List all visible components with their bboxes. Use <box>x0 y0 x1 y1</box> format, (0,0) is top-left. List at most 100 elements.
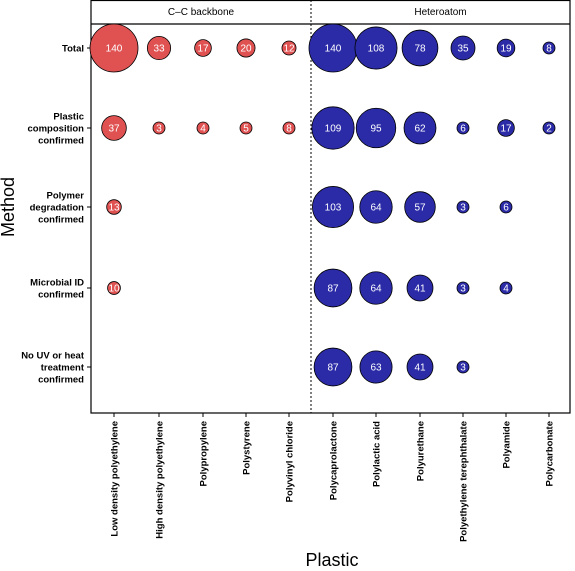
bubble: 140 <box>308 23 358 73</box>
y-axis-title: Method <box>0 177 18 237</box>
bubble-value: 64 <box>370 203 382 214</box>
bubble-circle <box>496 38 516 58</box>
bubble: 10 <box>107 281 121 295</box>
row-label-4: No UV or heat treatment confirmed <box>21 351 85 386</box>
bubble-circle <box>312 186 354 228</box>
bubble-value: 6 <box>460 124 466 135</box>
bubble-value: 109 <box>325 124 342 135</box>
bubble: 41 <box>406 274 434 302</box>
bubble: 109 <box>311 106 355 150</box>
bubble-value: 20 <box>240 44 252 55</box>
bubble-value: 103 <box>325 203 342 214</box>
bubble-value: 63 <box>370 363 382 374</box>
bubble-circle <box>450 35 476 61</box>
bubble-circle <box>359 271 393 305</box>
row-label-3: Microbial ID confirmed <box>30 278 84 301</box>
bubble-value: 3 <box>460 363 466 374</box>
bubble: 57 <box>404 191 436 223</box>
bubble: 3 <box>456 281 470 295</box>
bubble-circle <box>403 111 437 145</box>
bubble-circle <box>355 107 397 149</box>
bubble-value: 3 <box>460 284 466 295</box>
bubble-circle <box>313 347 353 387</box>
bubble-value: 41 <box>414 284 426 295</box>
bubble-value: 8 <box>286 124 292 135</box>
bubble-value: 5 <box>243 124 249 135</box>
bubble: 8 <box>282 121 296 135</box>
column-label-7: Polyurethane <box>416 421 427 481</box>
bubble-circle <box>281 40 297 56</box>
bubble-circle <box>456 121 470 135</box>
bubble-circle <box>456 200 470 214</box>
bubble-value: 4 <box>200 124 206 135</box>
bubble-value: 4 <box>503 284 509 295</box>
column-label-5: Polycaprolactone <box>329 421 340 500</box>
bubble-value: 35 <box>457 44 469 55</box>
bubble-circle <box>146 35 172 61</box>
bubble-value: 17 <box>197 44 209 55</box>
column-label-2: Polypropylene <box>199 421 210 486</box>
bubble-value: 108 <box>368 44 385 55</box>
bubble-value: 17 <box>500 124 512 135</box>
bubble-value: 10 <box>108 284 120 295</box>
bubble: 140 <box>89 23 139 73</box>
bubble-circle <box>239 121 253 135</box>
bubble: 64 <box>359 190 393 224</box>
bubble-value: 3 <box>156 124 162 135</box>
bubble-value: 78 <box>414 44 426 55</box>
bubble-value: 8 <box>546 44 552 55</box>
bubble: 5 <box>239 121 253 135</box>
bubble-value: 95 <box>370 124 382 135</box>
bubble: 41 <box>406 353 434 381</box>
column-label-10: Polycarbonate <box>545 421 556 486</box>
bubble: 108 <box>354 26 398 70</box>
row-labels: Total Plastic composition confirmed Polymer d… <box>21 44 91 386</box>
column-label-9: Polyamide <box>502 421 513 469</box>
bubbles: 140 33 17 20 12 140 108 78 35 19 837 3 4 5 8 109 95 62 6 17… <box>89 23 556 387</box>
column-label-0: Low density polyethylene <box>110 421 121 537</box>
bubble: 87 <box>313 268 353 308</box>
bubble: 19 <box>496 38 516 58</box>
bubble: 8 <box>542 41 556 55</box>
column-label-8: Polyethylene terephthalate <box>459 421 470 542</box>
bubble-circle <box>401 29 439 67</box>
bubble-value: 62 <box>414 124 426 135</box>
bubble-value: 41 <box>414 363 426 374</box>
bubble: 13 <box>106 199 122 215</box>
bubble: 3 <box>152 121 166 135</box>
row-label-0: Total <box>62 44 84 55</box>
bubble-circle <box>359 190 393 224</box>
facet-strip: C–C backbone Heteroatom <box>168 7 467 18</box>
bubble: 20 <box>236 38 256 58</box>
row-label-2: Polymer degradation confirmed <box>30 191 85 226</box>
column-labels: Low density polyethylene High density pol… <box>110 413 556 542</box>
bubble-circle <box>406 274 434 302</box>
bubble-value: 19 <box>500 44 512 55</box>
bubble: 2 <box>542 121 556 135</box>
bubble-circle <box>107 281 121 295</box>
bubble: 64 <box>359 271 393 305</box>
bubble-value: 12 <box>283 44 295 55</box>
bubble: 4 <box>499 281 513 295</box>
bubble-value: 87 <box>327 284 339 295</box>
bubble-circle <box>194 39 212 57</box>
bubble-value: 13 <box>108 203 120 214</box>
bubble: 103 <box>312 186 354 228</box>
row-label-1: Plastic composition confirmed <box>28 112 85 147</box>
bubble-circle <box>542 121 556 135</box>
bubble-value: 57 <box>414 203 426 214</box>
bubble: 95 <box>355 107 397 149</box>
facet-label-1: Heteroatom <box>414 7 466 18</box>
bubble-circle <box>282 121 296 135</box>
bubble: 3 <box>456 200 470 214</box>
bubble-circle <box>404 191 436 223</box>
bubble: 87 <box>313 347 353 387</box>
column-label-1: High density polyethylene <box>155 421 166 539</box>
bubble-value: 2 <box>546 124 552 135</box>
column-label-6: Polylactic acid <box>372 421 383 487</box>
bubble-value: 37 <box>108 124 120 135</box>
bubble-value: 33 <box>153 44 165 55</box>
bubble-value: 3 <box>460 203 466 214</box>
bubble-value: 140 <box>325 44 342 55</box>
